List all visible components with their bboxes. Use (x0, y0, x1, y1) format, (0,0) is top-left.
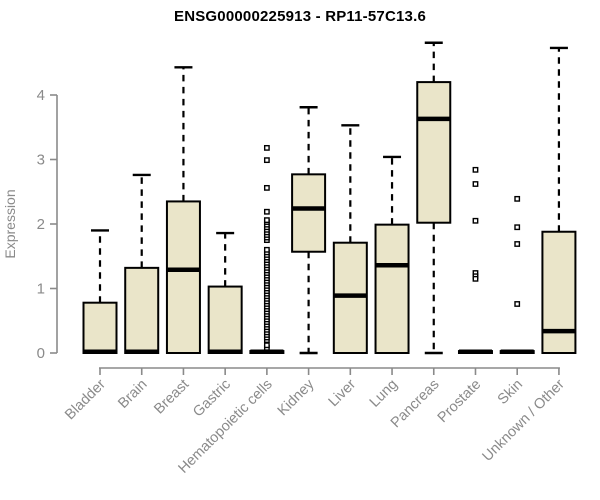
outlier-point (263, 184, 270, 191)
y-tick-label: 0 (37, 345, 45, 362)
iqr-box (416, 81, 452, 224)
iqr-box (541, 230, 577, 355)
boxplot-unknown-other (541, 46, 577, 355)
iqr-box (82, 301, 118, 355)
chart-title: ENSG00000225913 - RP11-57C13.6 (173, 8, 426, 25)
x-tick-label: Skin (495, 377, 526, 408)
y-axis: 0 1 2 3 4 Expression (2, 87, 58, 362)
outlier-point (472, 217, 479, 224)
outlier-point (263, 157, 270, 164)
x-tick-label: Lung (367, 377, 401, 411)
y-tick-label: 1 (37, 281, 45, 298)
iqr-box (332, 241, 368, 354)
outlier-point (472, 166, 479, 173)
boxplot-pancreas (416, 41, 452, 355)
boxplot-skin (499, 195, 535, 355)
boxplot-breast (165, 66, 201, 354)
boxplot-gastric (207, 231, 243, 354)
y-tick-label: 2 (37, 216, 45, 233)
iqr-box (374, 223, 410, 354)
iqr-box (291, 173, 327, 253)
boxplot-bladder (82, 229, 118, 355)
x-tick-label: Kidney (275, 376, 318, 419)
outlier-point (263, 246, 270, 253)
boxplot-kidney (291, 106, 327, 355)
outlier-point (472, 275, 479, 282)
boxplot-prostate (457, 166, 493, 355)
outlier-point (514, 301, 521, 307)
y-tick-label: 3 (37, 152, 45, 169)
iqr-box (165, 200, 201, 354)
outlier-point (263, 208, 270, 215)
x-tick-label: Prostate (435, 377, 484, 426)
x-tick-label: Brain (115, 377, 150, 412)
outlier-point (514, 195, 521, 202)
outlier-point (263, 217, 270, 224)
x-tick-label: Liver (326, 376, 360, 410)
boxplot-liver (332, 124, 368, 354)
outlier-point (514, 224, 521, 231)
boxplot-lung (374, 155, 410, 354)
x-tick-label: Bladder (62, 376, 109, 423)
x-tick-label: Breast (151, 377, 192, 418)
boxplot-hematopoietic-cells (249, 144, 285, 355)
y-tick-label: 4 (37, 87, 45, 104)
outlier-point (514, 241, 521, 247)
outlier-point (472, 181, 479, 187)
outlier-point (263, 144, 270, 151)
boxplot-brain (124, 173, 160, 354)
outlier-point (263, 342, 270, 349)
iqr-box (207, 285, 243, 354)
y-axis-label: Expression (2, 189, 18, 258)
iqr-box (124, 266, 160, 354)
